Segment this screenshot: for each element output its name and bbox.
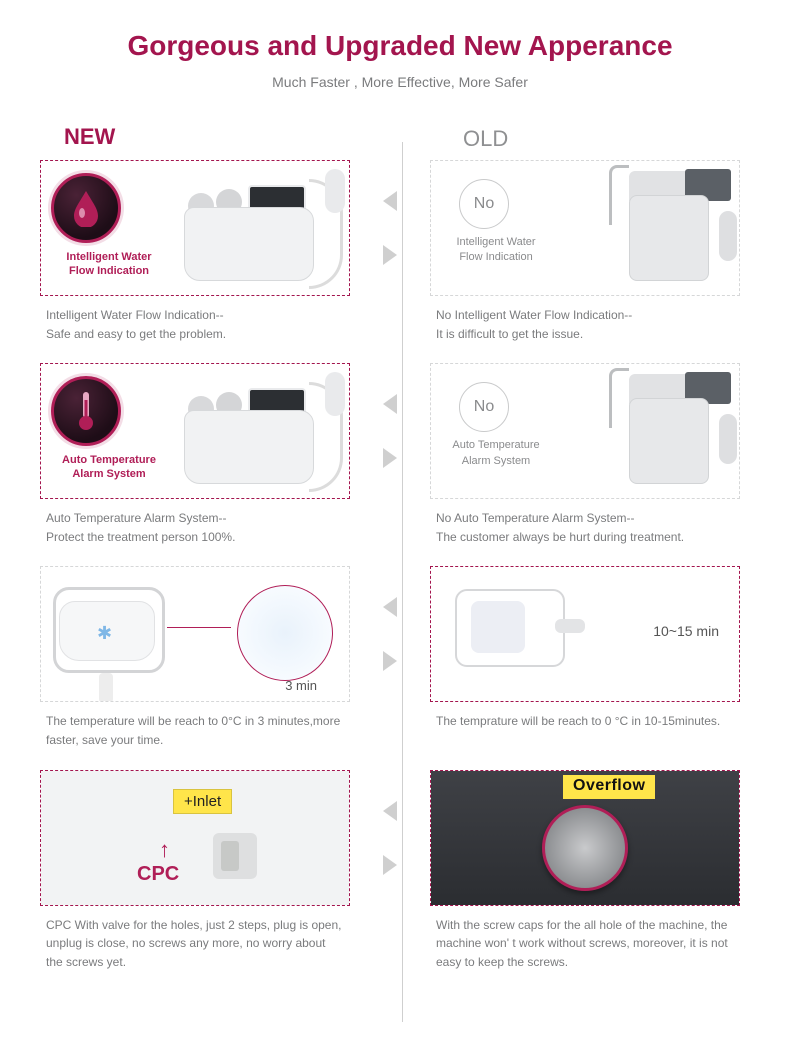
- screw-port-illustration: Overflow: [431, 771, 739, 905]
- no-badge: No: [459, 179, 509, 229]
- zoom-circle-icon: [237, 585, 333, 681]
- column-label-new: NEW: [64, 124, 115, 150]
- comparison-arrows: [350, 770, 430, 906]
- thermometer-icon: [51, 376, 121, 446]
- comparison-arrows: [350, 363, 430, 499]
- arrow-right-icon: [383, 651, 397, 671]
- new-caption: Auto Temperature Alarm System--Protect t…: [40, 499, 350, 566]
- overflow-tag: Overflow: [563, 775, 655, 799]
- new-card-water-flow: Intelligent WaterFlow Indication: [40, 160, 350, 296]
- old-card-water-flow: No Intelligent WaterFlow Indication: [430, 160, 740, 296]
- old-caption: The temprature will be reach to 0 °C in …: [430, 702, 740, 768]
- old-cryo-illustration: [455, 589, 565, 681]
- arrow-right-icon: [383, 245, 397, 265]
- old-caption: No Auto Temperature Alarm System--The cu…: [430, 499, 740, 566]
- time-label: 10~15 min: [653, 623, 719, 639]
- no-badge: No: [459, 382, 509, 432]
- old-caption: No Intelligent Water Flow Indication--It…: [430, 296, 740, 363]
- old-device-illustration: [603, 368, 731, 494]
- old-card-title: Auto TemperatureAlarm System: [437, 438, 555, 469]
- cryo-handle-illustration: ✱: [53, 575, 173, 695]
- device-illustration: [148, 372, 343, 490]
- old-card-screw: Overflow: [430, 770, 740, 906]
- arrow-left-icon: [383, 597, 397, 617]
- arrow-left-icon: [383, 191, 397, 211]
- new-caption: CPC With valve for the holes, just 2 ste…: [40, 906, 350, 992]
- arrow-left-icon: [383, 801, 397, 821]
- callout-line: [167, 627, 231, 628]
- new-caption: Intelligent Water Flow Indication--Safe …: [40, 296, 350, 363]
- cpc-label: CPC: [137, 863, 179, 886]
- time-label: 3 min: [285, 678, 317, 693]
- arrow-right-icon: [383, 855, 397, 875]
- cpc-illustration: +Inlet ↑ CPC: [41, 771, 349, 905]
- page-title: Gorgeous and Upgraded New Apperance: [40, 30, 760, 62]
- new-card-cpc: +Inlet ↑ CPC: [40, 770, 350, 906]
- water-drop-icon: [51, 173, 121, 243]
- comparison-arrows: [350, 566, 430, 702]
- device-illustration: [148, 169, 343, 287]
- new-card-cooling: ✱ 3 min: [40, 566, 350, 702]
- page-subtitle: Much Faster , More Effective, More Safer: [40, 74, 760, 90]
- new-card-title: Intelligent WaterFlow Indication: [59, 251, 159, 279]
- inlet-tag: +Inlet: [173, 789, 232, 814]
- comparison-arrows: [350, 160, 430, 296]
- new-card-title: Auto TemperatureAlarm System: [59, 454, 159, 482]
- valve-icon: [213, 833, 257, 879]
- old-card-cooling: 10~15 min: [430, 566, 740, 702]
- arrow-up-icon: ↑: [159, 837, 170, 863]
- screw-cap-icon: [542, 805, 628, 891]
- arrow-left-icon: [383, 394, 397, 414]
- column-label-old: OLD: [463, 126, 508, 152]
- old-card-temperature: No Auto TemperatureAlarm System: [430, 363, 740, 499]
- new-card-temperature: Auto TemperatureAlarm System: [40, 363, 350, 499]
- old-device-illustration: [603, 165, 731, 291]
- arrow-right-icon: [383, 448, 397, 468]
- snowflake-icon: ✱: [97, 623, 112, 644]
- old-caption: With the screw caps for the all hole of …: [430, 906, 740, 992]
- new-caption: The temperature will be reach to 0°C in …: [40, 702, 350, 769]
- vertical-divider: [402, 142, 403, 1022]
- old-card-title: Intelligent WaterFlow Indication: [437, 235, 555, 266]
